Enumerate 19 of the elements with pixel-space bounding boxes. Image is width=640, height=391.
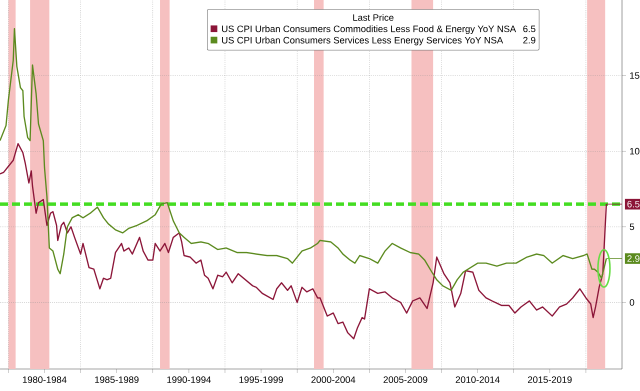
x-tick-label: 1990-1994 — [167, 376, 211, 383]
x-tick-label: 1985-1989 — [95, 376, 139, 383]
text: 6.5 — [523, 26, 536, 32]
y-tick-label: 15 — [630, 72, 640, 79]
y-tick-label: 5 — [630, 224, 634, 230]
legend-label: US CPI Urban Consumers Commodities Less Food & Energy YoY NSA — [222, 25, 516, 34]
y-tick-label: 0 — [630, 299, 634, 306]
x-tick-label: 1980-1984 — [22, 376, 67, 383]
x-tick-label: 2015-2019 — [528, 376, 572, 383]
x-tick-label: 2005-2009 — [384, 376, 428, 383]
legend-label: US CPI Urban Consumers Services Less Energy Services YoY NSA — [222, 36, 504, 46]
annotation: 2.9 — [627, 255, 640, 262]
x-tick-label: 1995-1999 — [239, 376, 283, 383]
y-tick-label: 10 — [630, 148, 640, 155]
legend-title: Last Price — [353, 14, 394, 21]
x-tick-label: 2010-2014 — [456, 376, 500, 383]
text: 2.9 — [523, 36, 536, 44]
x-tick-label: 2000-2004 — [311, 376, 356, 383]
annotation: 6.5 — [627, 200, 640, 208]
